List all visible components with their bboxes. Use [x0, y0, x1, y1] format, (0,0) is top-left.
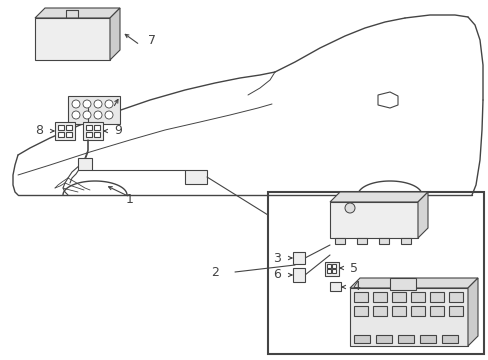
Circle shape [83, 111, 91, 119]
Circle shape [94, 111, 102, 119]
Bar [329, 282, 340, 291]
Bar [441, 335, 457, 343]
Bar [94, 132, 100, 137]
Bar [292, 268, 305, 282]
Bar [267, 192, 483, 354]
Polygon shape [35, 8, 120, 18]
Bar [325, 262, 338, 276]
Bar [326, 264, 330, 268]
Bar [378, 238, 388, 244]
Bar [292, 252, 305, 264]
Bar [400, 238, 410, 244]
Bar [397, 335, 413, 343]
Text: 7: 7 [148, 33, 156, 46]
Bar [391, 306, 405, 316]
Bar [68, 96, 120, 124]
Circle shape [72, 111, 80, 119]
Bar [83, 122, 103, 140]
Bar [353, 335, 369, 343]
Bar [58, 125, 64, 130]
Polygon shape [349, 278, 477, 288]
Bar [448, 306, 462, 316]
Bar [326, 269, 330, 273]
Bar [429, 292, 443, 302]
Circle shape [83, 100, 91, 108]
Bar [389, 278, 415, 290]
Bar [429, 306, 443, 316]
Bar [55, 122, 75, 140]
Bar [448, 292, 462, 302]
Bar [410, 292, 424, 302]
Bar [356, 238, 366, 244]
Circle shape [105, 100, 113, 108]
Bar [86, 125, 92, 130]
Bar [334, 238, 345, 244]
Bar [375, 335, 391, 343]
Text: 4: 4 [351, 280, 359, 293]
Polygon shape [417, 192, 427, 238]
Circle shape [105, 111, 113, 119]
Bar [329, 202, 417, 238]
Bar [86, 132, 92, 137]
Bar [419, 335, 435, 343]
Bar [353, 306, 367, 316]
Bar [331, 269, 335, 273]
Bar [78, 158, 92, 170]
Text: 9: 9 [114, 125, 122, 138]
Text: 1: 1 [126, 193, 134, 207]
Circle shape [94, 100, 102, 108]
Bar [66, 125, 72, 130]
Bar [349, 288, 467, 346]
Polygon shape [467, 278, 477, 346]
Bar [372, 306, 386, 316]
Bar [35, 18, 110, 60]
Bar [66, 132, 72, 137]
Text: 2: 2 [211, 265, 219, 279]
Polygon shape [329, 192, 427, 202]
Bar [184, 170, 206, 184]
Polygon shape [377, 92, 397, 108]
Bar [391, 292, 405, 302]
Circle shape [72, 100, 80, 108]
Text: 6: 6 [273, 269, 281, 282]
Bar [353, 292, 367, 302]
Bar [331, 264, 335, 268]
Bar [58, 132, 64, 137]
Text: 8: 8 [35, 125, 43, 138]
Bar [410, 306, 424, 316]
Text: 5: 5 [349, 261, 357, 274]
Bar [94, 125, 100, 130]
Circle shape [345, 203, 354, 213]
Bar [372, 292, 386, 302]
Text: 3: 3 [273, 252, 281, 265]
Polygon shape [110, 8, 120, 60]
